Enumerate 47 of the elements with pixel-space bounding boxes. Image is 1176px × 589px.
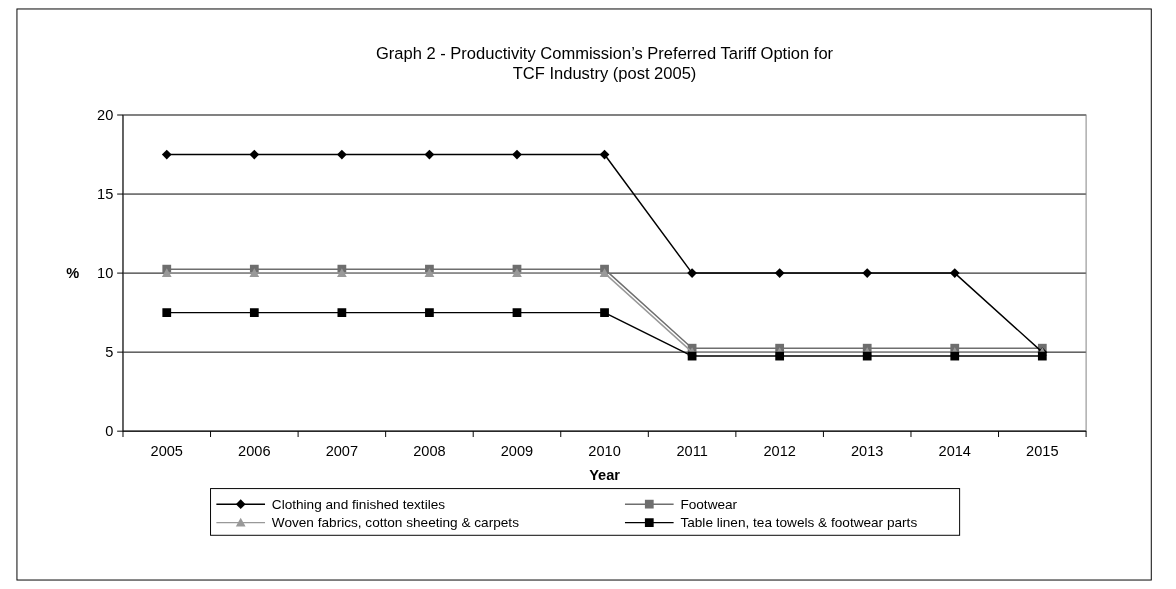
legend-label: Table linen, tea towels & footwear parts: [680, 515, 918, 531]
point: [862, 268, 873, 278]
point: [862, 351, 872, 361]
y-tick-label: 0: [105, 423, 114, 440]
point: [599, 268, 610, 277]
point: [687, 268, 697, 278]
legend-label: Woven fabrics, cotton sheeting & carpets: [271, 515, 520, 531]
point: [512, 268, 522, 277]
x-tick-label: 2008: [413, 442, 446, 459]
point: [337, 149, 347, 160]
point: [950, 351, 960, 361]
x-tick-label: 2005: [150, 442, 183, 459]
point: [337, 268, 347, 277]
chart-title: Graph 2 - Productivity Commission’s Preferred Tariff Option for TCF Industry (post 2005): [375, 43, 834, 84]
point: [1037, 351, 1047, 361]
x-tick-label: 2009: [500, 442, 534, 459]
point: [512, 308, 522, 317]
y-tick-label: 15: [97, 186, 114, 203]
point: [161, 149, 172, 160]
legend-label: Footwear: [680, 496, 738, 512]
x-tick-label: 2006: [238, 442, 271, 459]
x-tick-label: 2011: [676, 442, 708, 459]
x-tick-label: 2007: [325, 442, 359, 459]
y-axis-title: %: [66, 265, 80, 282]
point: [949, 268, 960, 278]
point: [512, 149, 522, 160]
y-tick-label: 20: [97, 107, 114, 124]
point: [425, 308, 434, 317]
point: [600, 308, 609, 317]
point: [249, 308, 259, 317]
x-tick-label: 2015: [1026, 442, 1059, 459]
point: [249, 268, 260, 277]
point: [249, 149, 260, 160]
y-tick-label: 5: [105, 344, 114, 361]
point: [162, 308, 172, 317]
legend-label: Clothing and finished textiles: [271, 496, 446, 512]
x-tick-label: 2012: [763, 442, 796, 459]
point: [337, 308, 347, 317]
point: [161, 268, 172, 277]
point: [774, 268, 785, 278]
x-axis-title: Year: [589, 466, 621, 483]
x-tick-label: 2010: [588, 442, 621, 459]
x-tick-label: 2014: [938, 442, 971, 459]
y-tick-label: 10: [97, 265, 114, 282]
point: [775, 351, 785, 361]
point: [424, 268, 435, 277]
x-tick-label: 2013: [850, 442, 884, 459]
